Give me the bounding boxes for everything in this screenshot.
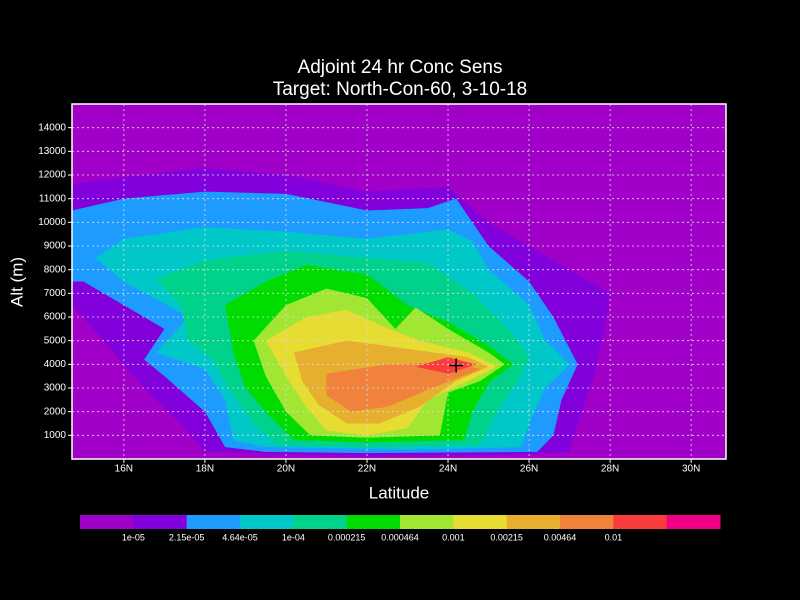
- colorbar-swatch: [613, 515, 668, 529]
- chart-title: Adjoint 24 hr Conc Sens: [298, 57, 503, 78]
- colorbar-label: 1e-04: [282, 532, 305, 542]
- x-axis-label: Latitude: [369, 483, 430, 502]
- x-tick-label: 30N: [682, 464, 700, 475]
- y-tick-label: 5000: [44, 335, 67, 346]
- x-tick-label: 28N: [601, 464, 619, 475]
- y-tick-label: 11000: [39, 193, 67, 204]
- colorbar-label: 0.000215: [328, 532, 366, 542]
- colorbar-label: 0.001: [442, 532, 465, 542]
- colorbar-label: 0.000464: [381, 532, 419, 542]
- x-tick-label: 22N: [358, 464, 376, 475]
- x-tick-label: 16N: [115, 464, 133, 475]
- y-tick-label: 13000: [38, 146, 66, 157]
- colorbar-swatch: [666, 515, 721, 529]
- colorbar-label: 0.00464: [544, 532, 577, 542]
- y-axis-label: Alt (m): [7, 257, 26, 307]
- colorbar-label: 2.15e-05: [169, 532, 205, 542]
- contour-region: [326, 361, 481, 412]
- colorbar-swatch: [400, 515, 454, 529]
- x-tick-label: 24N: [439, 464, 457, 475]
- y-tick-label: 8000: [44, 264, 67, 275]
- plot-border: [71, 103, 727, 460]
- colorbar-swatch: [133, 515, 188, 529]
- colorbar-label: 0.00215: [490, 532, 523, 542]
- x-tick-label: 18N: [196, 464, 214, 475]
- chart-subtitle: Target: North-Con-60, 3-10-18: [273, 79, 528, 100]
- colorbar-swatch: [346, 515, 401, 529]
- colorbar-swatch: [240, 515, 294, 529]
- colorbar-label: 1e-05: [122, 532, 145, 542]
- colorbar-swatch: [186, 515, 241, 529]
- y-tick-label: 7000: [44, 288, 67, 299]
- colorbar-swatch: [80, 515, 134, 529]
- colorbar-label: 4.64e-05: [222, 532, 258, 542]
- y-tick-label: 14000: [38, 122, 66, 133]
- x-tick-label: 20N: [277, 464, 295, 475]
- y-tick-label: 12000: [38, 170, 66, 181]
- y-tick-label: 6000: [44, 312, 67, 323]
- colorbar-swatch: [560, 515, 614, 529]
- x-tick-label: 26N: [520, 464, 538, 475]
- y-tick-label: 10000: [38, 217, 66, 228]
- y-tick-label: 1000: [44, 430, 67, 441]
- contour-region: [415, 357, 477, 374]
- y-tick-label: 4000: [44, 359, 67, 370]
- colorbar-label: 0.01: [605, 532, 623, 542]
- y-tick-label: 3000: [44, 383, 67, 394]
- y-tick-label: 9000: [44, 241, 67, 252]
- colorbar-swatch: [293, 515, 348, 529]
- y-tick-label: 2000: [44, 406, 67, 417]
- colorbar-swatch: [453, 515, 508, 529]
- colorbar-swatch: [506, 515, 561, 529]
